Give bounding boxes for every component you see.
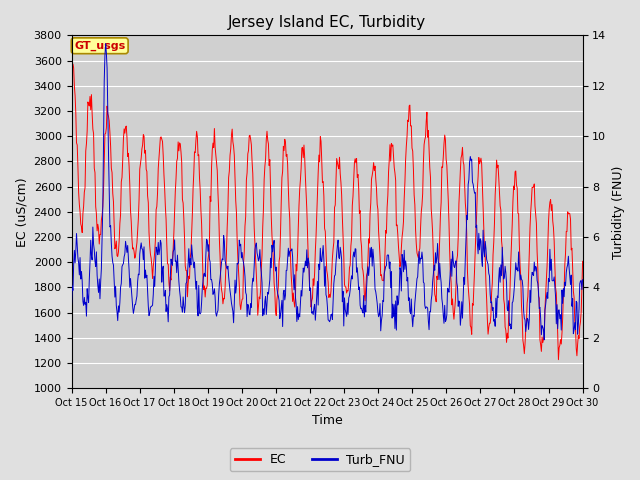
Title: Jersey Island EC, Turbidity: Jersey Island EC, Turbidity: [228, 15, 426, 30]
X-axis label: Time: Time: [312, 414, 342, 427]
Legend: EC, Turb_FNU: EC, Turb_FNU: [230, 448, 410, 471]
Y-axis label: Turbidity (FNU): Turbidity (FNU): [612, 165, 625, 259]
Text: GT_usgs: GT_usgs: [74, 41, 125, 51]
Y-axis label: EC (uS/cm): EC (uS/cm): [15, 177, 28, 247]
